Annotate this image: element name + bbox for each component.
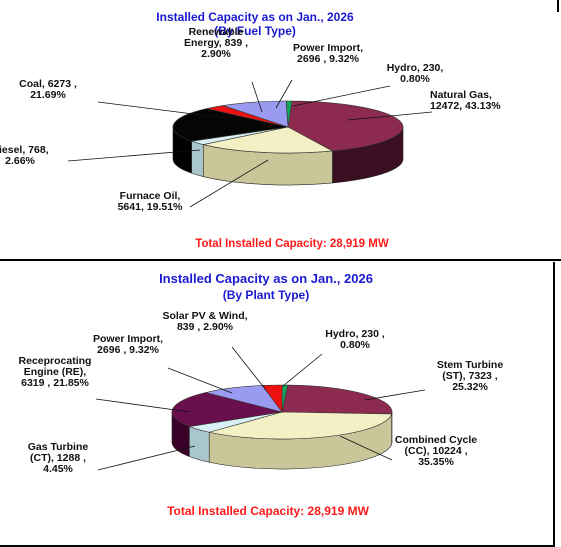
slice-label-line: 4.45% bbox=[43, 463, 73, 475]
chart-total: Total Installed Capacity: 28,919 MW bbox=[167, 504, 370, 518]
pie-slice-receprocating-engine-re bbox=[171, 392, 283, 427]
fuel-type-pie-chart: Installed Capacity as on Jan., 2026 (By … bbox=[0, 10, 501, 250]
pie-side-diesel bbox=[191, 140, 204, 177]
slice-label-stem-turbine-st: Stem Turbine (ST), 7323 , 25.32% bbox=[437, 359, 503, 393]
slice-label-line: 25.32% bbox=[452, 381, 488, 393]
leader-line-power-import bbox=[167, 367, 233, 394]
slice-label-line: (ST), 7323 , bbox=[442, 370, 498, 382]
frame-edge bbox=[0, 545, 555, 547]
slice-label-coal: Coal, 6273 , 21.69% bbox=[19, 78, 77, 101]
chart-subtitle: (By Fuel Type) bbox=[214, 24, 296, 38]
plant-type-pie-chart: Installed Capacity as on Jan., 2026 (By … bbox=[19, 271, 504, 518]
leader-line-receprocating-engine-re bbox=[95, 398, 191, 413]
slice-label-line: Coal, 6273 , bbox=[19, 78, 77, 90]
leader-line-gas-turbine-ct bbox=[97, 445, 196, 471]
chart-subtitle: (By Plant Type) bbox=[223, 288, 309, 302]
chart-total: Total Installed Capacity: 28,919 MW bbox=[195, 238, 389, 250]
leader-line-coal bbox=[97, 101, 226, 119]
slice-label-line: 0.80% bbox=[340, 339, 370, 351]
leader-line-stem-turbine-st bbox=[364, 389, 426, 401]
slice-label-line: (CT), 1288 , bbox=[30, 452, 86, 464]
pie-slices bbox=[172, 100, 404, 186]
slice-label-line: Hydro, 230, bbox=[387, 62, 444, 74]
frame-edge bbox=[553, 262, 555, 547]
slice-label-combined-cycle-cc: Combined Cycle (CC), 10224 , 35.35% bbox=[395, 434, 477, 468]
leader-line-hydro bbox=[282, 353, 323, 387]
slice-label-line: 0.80% bbox=[400, 73, 430, 85]
slice-label-natural-gas: Natural Gas, 12472, 43.13% bbox=[430, 89, 501, 112]
slice-label-line: 5641, 19.51% bbox=[118, 201, 183, 213]
slice-label-furnace-oil: Furnace Oil, 5641, 19.51% bbox=[118, 190, 183, 213]
chart-title: Installed Capacity as on Jan., 2026 bbox=[156, 10, 354, 24]
slice-label-line: 2.90% bbox=[201, 48, 231, 60]
leader-line-power-import bbox=[275, 79, 293, 109]
slice-labels: Stem Turbine (ST), 7323 , 25.32% Combined C… bbox=[19, 310, 504, 475]
leader-line-hydro bbox=[292, 85, 391, 107]
pie-slice-hydro bbox=[281, 384, 289, 413]
slice-label-line: 2696 , 9.32% bbox=[97, 344, 160, 356]
slice-label-diesel: Diesel, 768,2.66% bbox=[0, 144, 49, 167]
pie-slice-coal bbox=[172, 108, 289, 142]
chart-panel-plant-type: Installed Capacity as on Jan., 2026 (By … bbox=[0, 262, 561, 547]
slice-label-renewable-energy: Renewable Energy, 839 , 2.90% bbox=[184, 26, 248, 60]
pie-slice-furnace-oil bbox=[203, 126, 334, 154]
pie-slice-hydro bbox=[285, 100, 293, 128]
slice-label-line: (CC), 10224 , bbox=[404, 445, 467, 457]
slice-label-line: Power Import, bbox=[293, 42, 363, 54]
slice-label-line: 12472, 43.13% bbox=[430, 100, 501, 112]
slice-label-line: 6319 , 21.85% bbox=[21, 377, 89, 389]
slice-labels: Natural Gas, 12472, 43.13% Furnace Oil, 564… bbox=[0, 26, 501, 213]
slice-label-line: Solar PV & Wind, bbox=[162, 310, 247, 322]
slice-label-power-import: Power Import, 2696 , 9.32% bbox=[293, 42, 363, 65]
pie-slice-combined-cycle-cc bbox=[209, 411, 393, 440]
slice-label-line: 2.66% bbox=[5, 155, 35, 167]
leader-line-solar-pv-wind bbox=[231, 346, 267, 391]
slice-label-line: 21.69% bbox=[30, 89, 66, 101]
slice-label-line: Receprocating bbox=[19, 355, 92, 367]
leader-line-natural-gas bbox=[347, 111, 433, 121]
slice-label-gas-turbine-ct: Gas Turbine (CT), 1288 , 4.45% bbox=[28, 441, 89, 475]
frame-edge bbox=[557, 0, 559, 12]
slice-label-power-import: Power Import, 2696 , 9.32% bbox=[93, 333, 163, 356]
slice-label-line: Combined Cycle bbox=[395, 434, 477, 446]
slice-label-line: Stem Turbine bbox=[437, 359, 503, 371]
slice-label-line: 839 , 2.90% bbox=[177, 321, 234, 333]
pie-slice-natural-gas bbox=[287, 100, 404, 152]
slice-label-line: 35.35% bbox=[418, 456, 454, 468]
slice-label-line: Gas Turbine bbox=[28, 441, 89, 453]
leader-line-combined-cycle-cc bbox=[339, 435, 393, 461]
slice-label-line: Power Import, bbox=[93, 333, 163, 345]
leader-line-renewable-energy bbox=[251, 81, 263, 113]
divider bbox=[0, 259, 561, 261]
pie-side-walls bbox=[171, 411, 393, 470]
pie-slices bbox=[171, 384, 393, 470]
chart-panel-fuel-type: Installed Capacity as on Jan., 2026 (By … bbox=[0, 0, 561, 258]
chart-title: Installed Capacity as on Jan., 2026 bbox=[159, 271, 373, 286]
slice-label-line: Renewable bbox=[189, 26, 244, 38]
slice-label-line: Furnace Oil, bbox=[120, 190, 181, 202]
slice-label-line: Diesel, 768, bbox=[0, 144, 49, 156]
slice-label-line: Natural Gas, bbox=[430, 89, 492, 101]
slice-label-line: Hydro, 230 , bbox=[325, 328, 385, 340]
leader-line-furnace-oil bbox=[189, 159, 269, 208]
slice-label-line: 2696 , 9.32% bbox=[297, 53, 360, 65]
leader-line-diesel bbox=[67, 149, 201, 162]
pie-slice-stem-turbine-st bbox=[281, 384, 393, 415]
slice-label-receprocating-engine-re: Receprocating Engine (RE), 6319 , 21.85% bbox=[19, 355, 92, 389]
slice-label-hydro: Hydro, 230 , 0.80% bbox=[325, 328, 385, 351]
slice-label-hydro: Hydro, 230, 0.80% bbox=[387, 62, 444, 85]
slice-label-line: Energy, 839 , bbox=[184, 37, 248, 49]
slice-label-solar-pv-wind: Solar PV & Wind, 839 , 2.90% bbox=[162, 310, 247, 333]
pie-side-gas-turbine-ct bbox=[188, 426, 210, 463]
slice-label-line: Engine (RE), bbox=[24, 366, 86, 378]
